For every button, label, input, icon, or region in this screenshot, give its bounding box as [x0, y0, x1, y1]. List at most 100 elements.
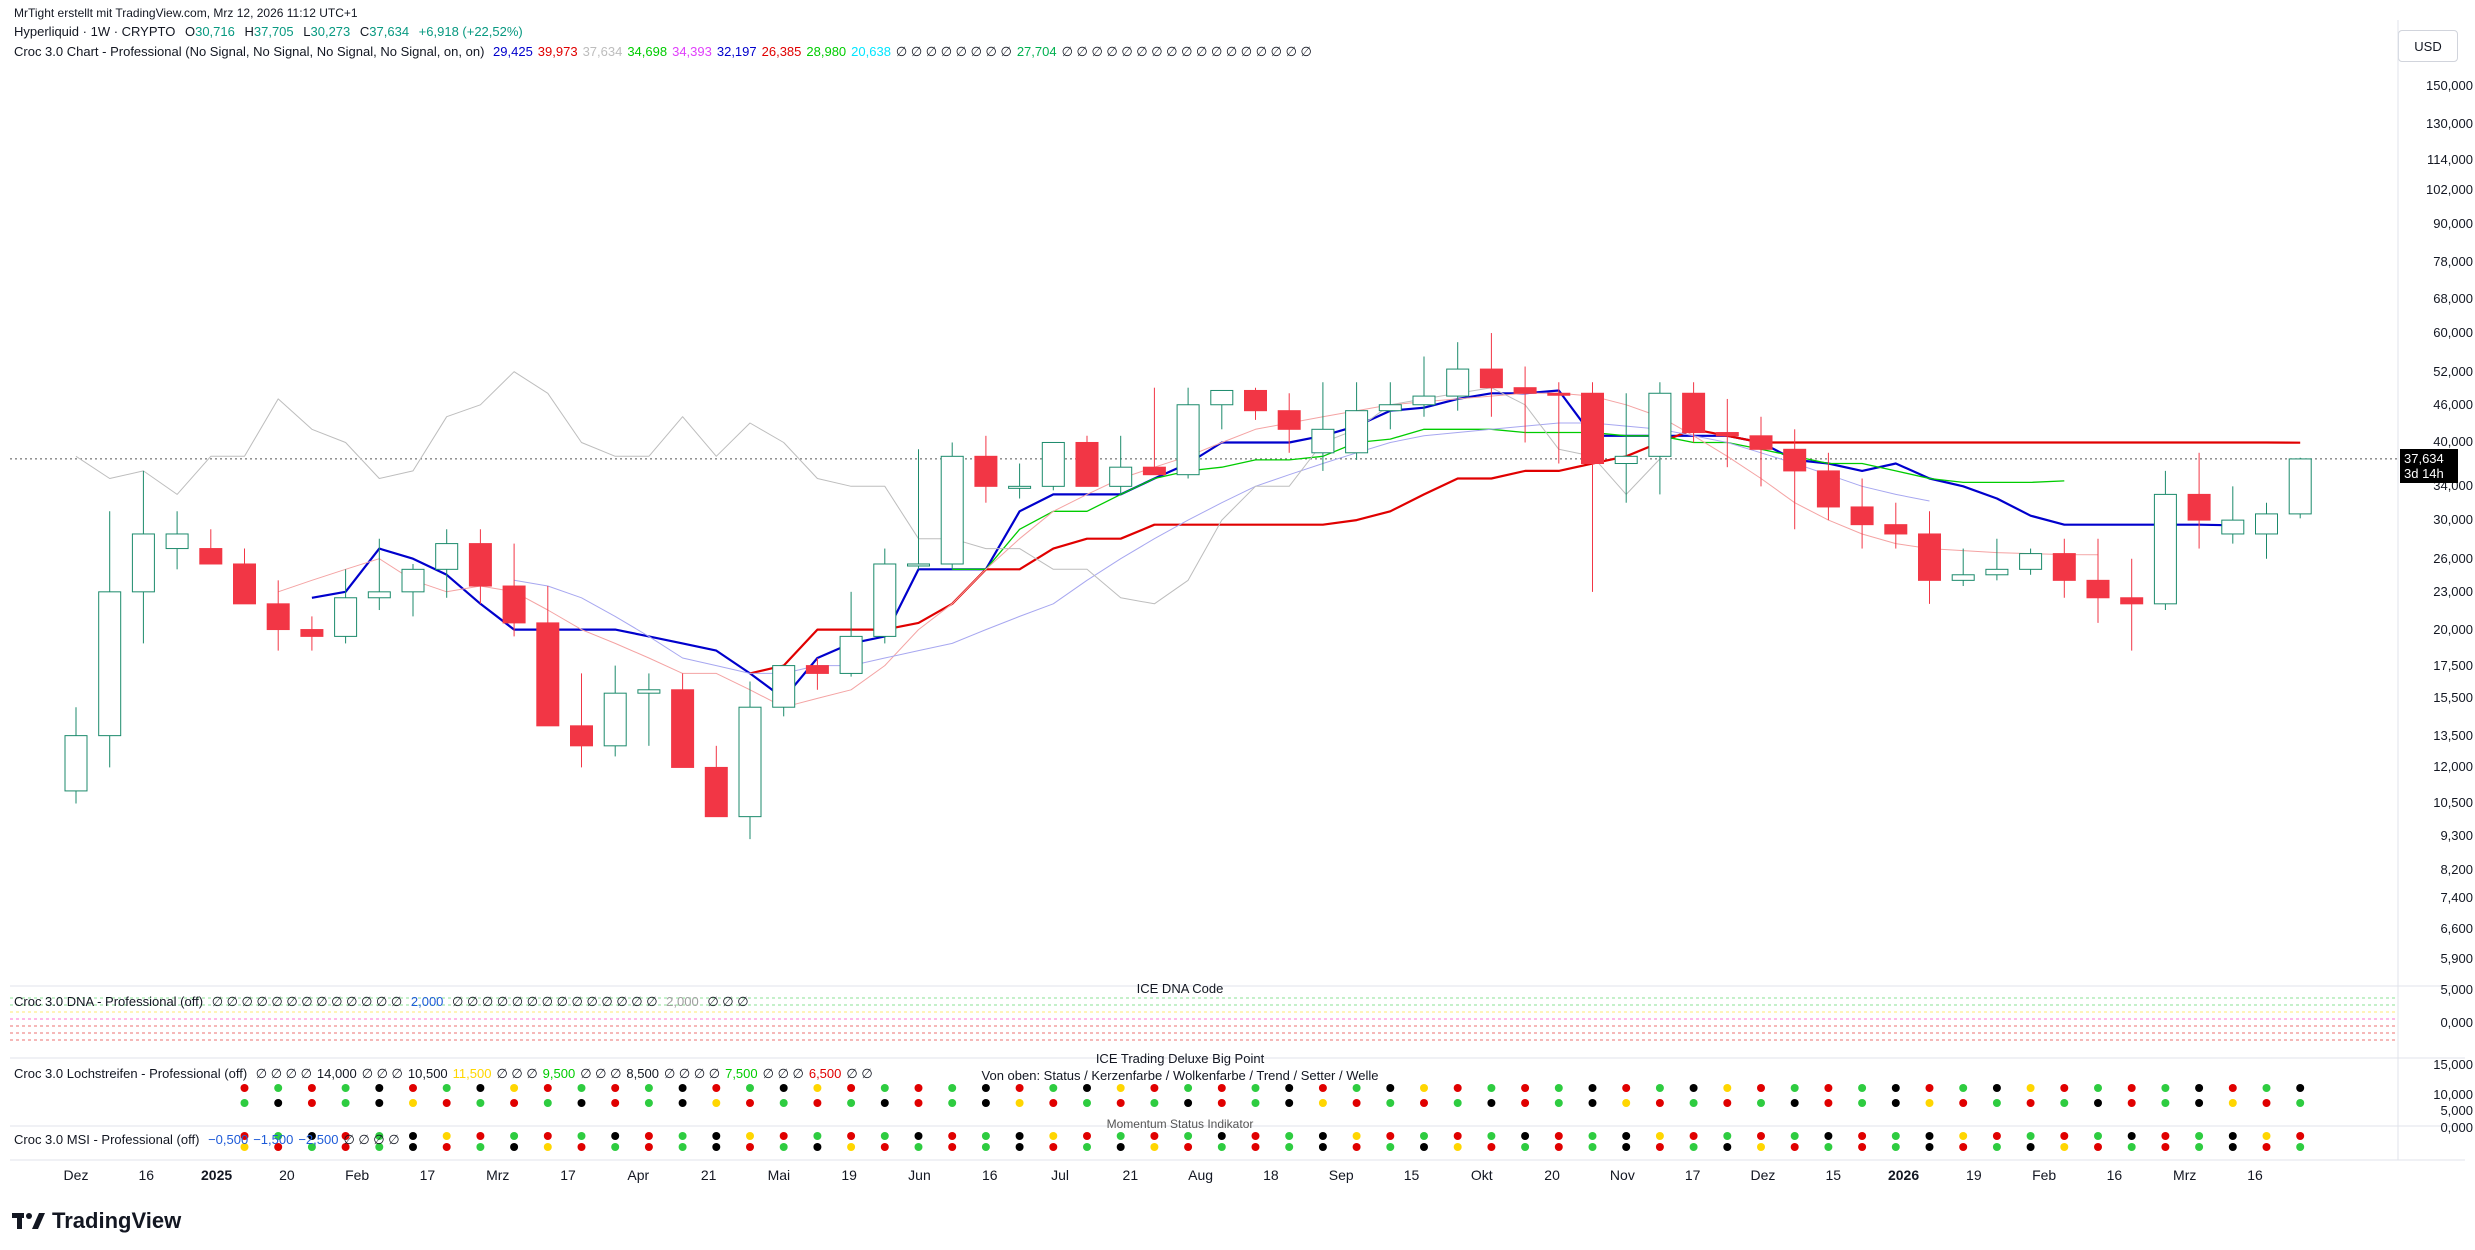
lochstreifen-value: 11,500	[452, 1066, 492, 1081]
lochstreifen-value: 8,500	[626, 1066, 659, 1081]
lochstreifen-dot	[678, 1084, 687, 1092]
lochstreifen-dot	[1891, 1099, 1900, 1107]
price-tick-label: 30,000	[2433, 512, 2473, 528]
indicator-main-value: 28,980	[806, 44, 847, 59]
msi-dot	[341, 1143, 350, 1151]
msi-dot	[813, 1132, 822, 1140]
msi-dot	[2026, 1132, 2035, 1140]
indicator-main-value: ∅ ∅ ∅ ∅ ∅ ∅ ∅ ∅	[895, 44, 1012, 59]
low-value: 30,273	[310, 24, 351, 39]
msi-value: ∅ ∅ ∅ ∅	[343, 1132, 400, 1147]
lochstreifen-dot	[1858, 1084, 1867, 1092]
credit-line: MrTight erstellt mit TradingView.com, Mr…	[14, 6, 358, 20]
lochstreifen-dot	[1925, 1099, 1934, 1107]
msi-dot	[1150, 1132, 1159, 1140]
msi-dot	[1925, 1132, 1934, 1140]
msi-dot	[375, 1143, 384, 1151]
loch-axis-10: 10,000	[2433, 1087, 2473, 1102]
symbol-name[interactable]: Hyperliquid · 1W · CRYPTO	[14, 24, 176, 39]
msi-pane-title[interactable]: Croc 3.0 MSI - Professional (off) −0,500…	[14, 1132, 405, 1148]
msi-title-text[interactable]: Croc 3.0 MSI - Professional (off)	[14, 1132, 200, 1147]
msi-dot	[1689, 1132, 1698, 1140]
msi-dot	[375, 1132, 384, 1140]
msi-value: −2,500	[298, 1132, 339, 1147]
lochstreifen-dot	[307, 1084, 316, 1092]
dna-axis-top: 5,000	[2440, 982, 2473, 997]
lochstreifen-dot	[2195, 1099, 2204, 1107]
loch-axis-5: 5,000	[2440, 1103, 2473, 1118]
msi-dot	[1116, 1132, 1125, 1140]
price-tick-label: 130,000	[2426, 116, 2473, 132]
msi-dot	[611, 1143, 620, 1151]
msi-dot	[476, 1143, 485, 1151]
lochstreifen-dot	[543, 1084, 552, 1092]
msi-dot	[914, 1143, 923, 1151]
candle-body	[873, 563, 897, 637]
msi-dot	[1049, 1132, 1058, 1140]
lochstreifen-dot	[1285, 1084, 1294, 1092]
lochstreifen-dot	[1992, 1099, 2001, 1107]
lochstreifen-dot	[644, 1099, 653, 1107]
msi-dot	[307, 1143, 316, 1151]
price-tick-label: 20,000	[2433, 621, 2473, 637]
candle-body	[536, 622, 560, 727]
dna-title-text[interactable]: Croc 3.0 DNA - Professional (off)	[14, 994, 204, 1009]
lochstreifen-dot	[1521, 1084, 1530, 1092]
lochstreifen-dot	[409, 1099, 417, 1107]
lochstreifen-dot	[1420, 1099, 1428, 1107]
lochstreifen-value: ∅ ∅ ∅ ∅	[255, 1066, 312, 1081]
lochstreifen-dot	[1386, 1084, 1395, 1092]
msi-dot	[1150, 1143, 1159, 1151]
lochstreifen-dot	[2262, 1099, 2271, 1107]
candle-body	[1715, 432, 1739, 437]
lochstreifen-dot	[1554, 1084, 1563, 1092]
lochstreifen-dot	[2026, 1084, 2035, 1092]
ohlc-high: H37,705	[244, 24, 293, 39]
lochstreifen-dot	[611, 1099, 620, 1107]
indicator-main-value: 27,704	[1016, 44, 1057, 59]
candle-body	[98, 591, 122, 737]
candle-body	[1547, 392, 1571, 396]
series-line-green	[952, 428, 2065, 570]
lochstreifen-value: ∅ ∅ ∅	[762, 1066, 804, 1081]
tradingview-logo[interactable]: TradingView	[12, 1208, 181, 1234]
lochstreifen-dot	[1386, 1099, 1395, 1107]
msi-dot	[914, 1132, 923, 1140]
msi-dot	[1689, 1143, 1698, 1151]
lochstreifen-dot	[1015, 1084, 1024, 1092]
lochstreifen-title-text[interactable]: Croc 3.0 Lochstreifen - Professional (of…	[14, 1066, 248, 1081]
change-value: +6,918 (+22,52%)	[418, 24, 523, 39]
lochstreifen-dot	[1420, 1084, 1428, 1092]
candle-body	[2052, 553, 2076, 581]
msi-dot	[409, 1132, 417, 1140]
price-tick-label: 90,000	[2433, 215, 2473, 231]
dna-symbols-a: ∅ ∅ ∅ ∅ ∅ ∅ ∅ ∅ ∅ ∅ ∅ ∅ ∅	[211, 994, 403, 1009]
msi-dot	[2296, 1143, 2305, 1151]
close-label: C	[359, 24, 370, 39]
lochstreifen-dot	[1622, 1099, 1631, 1107]
lochstreifen-dot	[1453, 1084, 1462, 1092]
msi-dot	[1453, 1143, 1462, 1151]
price-tick-label: 26,000	[2433, 550, 2473, 566]
indicator-main-value: 37,634	[582, 44, 623, 59]
msi-dot	[1790, 1132, 1799, 1140]
lochstreifen-pane-title[interactable]: Croc 3.0 Lochstreifen - Professional (of…	[14, 1066, 878, 1082]
lochstreifen-value: 6,500	[808, 1066, 842, 1081]
candle-body	[704, 766, 728, 818]
candle-body	[1648, 392, 1672, 457]
indicator-main-title[interactable]: Croc 3.0 Chart - Professional (No Signal…	[14, 44, 485, 59]
candle-body	[570, 725, 593, 747]
candle-body	[300, 629, 324, 637]
candle-body	[940, 455, 964, 565]
msi-dot	[813, 1143, 822, 1151]
time-tick-label: 16	[138, 1167, 155, 1183]
lochstreifen-dot	[712, 1099, 721, 1107]
lochstreifen-dot	[981, 1099, 990, 1107]
indicator-main-legend[interactable]: Croc 3.0 Chart - Professional (No Signal…	[14, 44, 1317, 60]
dna-pane-title[interactable]: Croc 3.0 DNA - Professional (off) ∅ ∅ ∅ …	[14, 994, 754, 1010]
time-tick-label: 15	[1825, 1167, 1842, 1183]
candle-body	[401, 568, 425, 593]
candle-body	[1513, 387, 1537, 394]
price-tick-label: 9,300	[2440, 828, 2473, 844]
